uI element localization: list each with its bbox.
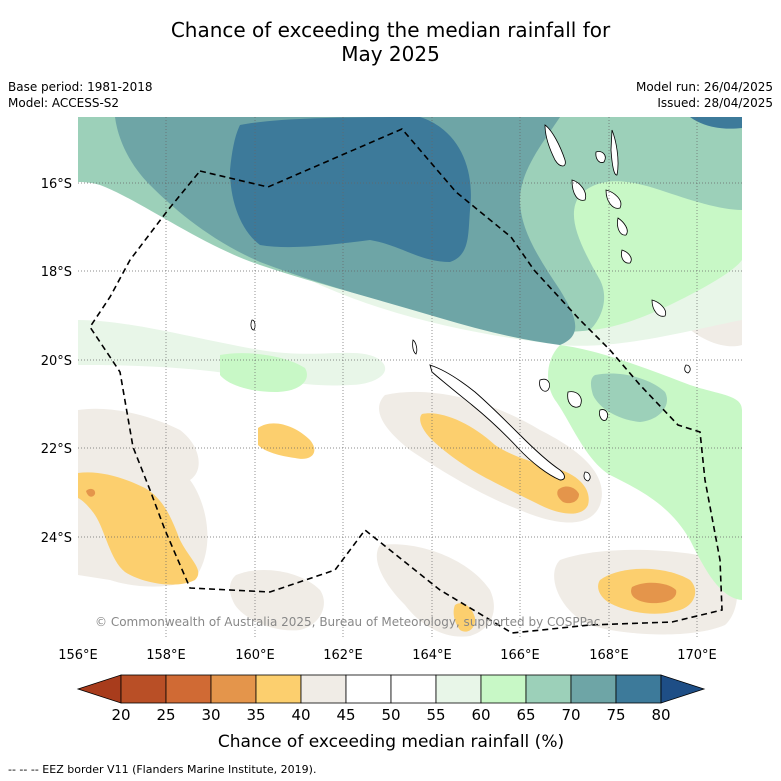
- colorbar-cell: [480, 674, 527, 704]
- lon-label: 166°E: [500, 648, 540, 663]
- vanuatu-islands: [544, 124, 667, 317]
- colorbar: 20 25 30 35 40 45 50 55 60 65 70 75 80 Chance of exc…: [76, 674, 706, 752]
- colorbar-cell: [345, 674, 392, 704]
- zone-35-40-ncal: [420, 413, 589, 514]
- zone-30-35-ncal: [557, 486, 579, 504]
- colorbar-tick-label: 70: [561, 706, 580, 724]
- eez-border: [89, 128, 723, 634]
- lon-label: 162°E: [323, 648, 363, 663]
- colorbar-cell: [300, 674, 347, 704]
- lat-label: 18°S: [41, 265, 72, 280]
- map-title: Chance of exceeding the median rainfall …: [0, 18, 781, 66]
- small-islands: [250, 319, 691, 482]
- model-run: Model run: 26/04/2025: [635, 80, 773, 94]
- zone-75-80-ne: [690, 117, 742, 129]
- lon-label: 158°E: [146, 648, 186, 663]
- colorbar-label: Chance of exceeding median rainfall (%): [218, 732, 564, 752]
- colorbar-tick-label: 55: [426, 706, 445, 724]
- lon-label: 164°E: [412, 648, 452, 663]
- colorbar-tick-label: 20: [111, 706, 130, 724]
- map-area: © Commonwealth of Australia 2025, Bureau…: [78, 117, 742, 639]
- zone-35-40-center: [258, 423, 315, 459]
- latitude-labels: 16°S 18°S 20°S 22°S 24°S: [41, 177, 72, 546]
- colorbar-tick-label: 45: [336, 706, 355, 724]
- base-period: Base period: 1981-2018: [8, 80, 153, 94]
- lat-label: 22°S: [41, 442, 72, 457]
- colorbar-cell: [210, 674, 257, 704]
- colorbar-tick-label: 50: [381, 706, 400, 724]
- colorbar-tick-label: 25: [156, 706, 175, 724]
- colorbar-tick-label: 30: [201, 706, 220, 724]
- colorbar-cell: [525, 674, 572, 704]
- zone-35-40-south: [453, 603, 476, 632]
- zone-40-45-southcentral: [229, 570, 324, 631]
- colorbar-cell: [165, 674, 212, 704]
- eez-note: -- -- -- EEZ border V11 (Flanders Marine…: [8, 763, 317, 776]
- lon-label: 160°E: [235, 648, 275, 663]
- colorbar-cell: [390, 674, 437, 704]
- colorbar-tick-label: 35: [246, 706, 265, 724]
- meta-right: Model run: 26/04/2025 Issued: 28/04/2025: [636, 79, 773, 111]
- copyright-text: © Commonwealth of Australia 2025, Bureau…: [95, 615, 600, 629]
- zone-30-35-se: [631, 582, 677, 604]
- colorbar-ticks: 20 25 30 35 40 45 50 55 60 65 70 75 80: [111, 706, 670, 724]
- colorbar-tick-label: 60: [471, 706, 490, 724]
- title-line-2: May 2025: [341, 42, 440, 66]
- zone-60-65-west: [220, 353, 307, 392]
- issued-date: Issued: 28/04/2025: [657, 96, 773, 110]
- colorbar-cell: [615, 674, 662, 704]
- colorbar-tick-label: 80: [651, 706, 670, 724]
- zone-35-40-west: [78, 472, 199, 585]
- model-name: Model: ACCESS-S2: [8, 96, 120, 110]
- longitude-labels: 156°E 158°E 160°E 162°E 164°E 166°E 168°…: [58, 648, 717, 663]
- colorbar-high-arrow: [660, 674, 706, 704]
- colorbar-cell: [570, 674, 617, 704]
- loyalty-islands: [539, 378, 608, 421]
- colorbar-tick-label: 40: [291, 706, 310, 724]
- zone-55-60-band: [78, 320, 386, 386]
- colorbar-tick-label: 75: [606, 706, 625, 724]
- zone-65-70-east: [590, 373, 668, 422]
- lon-label: 170°E: [677, 648, 717, 663]
- colorbar-cell: [435, 674, 482, 704]
- colorbar-low-arrow: [76, 674, 122, 704]
- lon-label: 168°E: [589, 648, 629, 663]
- lat-label: 20°S: [41, 354, 72, 369]
- gridlines: [78, 117, 742, 639]
- lat-label: 16°S: [41, 177, 72, 192]
- lon-label: 156°E: [58, 648, 98, 663]
- colorbar-cell: [255, 674, 302, 704]
- zone-60-65-east: [548, 345, 742, 600]
- colorbar-tick-label: 65: [516, 706, 535, 724]
- zone-75-80: [230, 117, 471, 262]
- new-caledonia: [429, 364, 565, 481]
- zone-30-35-west: [86, 488, 96, 497]
- colorbar-cell: [120, 674, 167, 704]
- lat-label: 24°S: [41, 531, 72, 546]
- meta-left: Base period: 1981-2018 Model: ACCESS-S2: [8, 79, 153, 111]
- colorbar-cells: [120, 674, 662, 704]
- title-line-1: Chance of exceeding the median rainfall …: [170, 18, 611, 42]
